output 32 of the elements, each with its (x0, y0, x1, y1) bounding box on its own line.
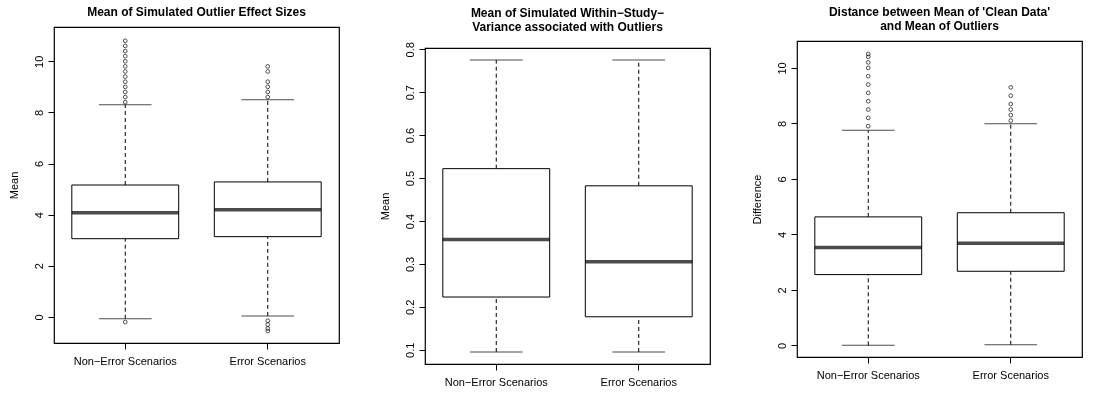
y-tick-label: 0.3 (403, 256, 416, 273)
y-tick-label: 0 (32, 314, 45, 321)
y-tick-label: 2 (32, 263, 45, 270)
y-tick-label: 0.8 (403, 42, 416, 58)
x-tick-label: Non−Error Scenarios (444, 375, 549, 388)
y-tick-label: 4 (775, 231, 788, 238)
y-tick-label: 0.5 (403, 170, 416, 187)
y-tick-label: 2 (775, 287, 788, 294)
y-tick-label: 6 (32, 160, 45, 168)
x-tick-label: Error Scenarios (600, 375, 678, 388)
y-axis-title: Mean (378, 192, 391, 221)
x-tick-label: Error Scenarios (229, 354, 307, 367)
y-tick-label: 0 (775, 342, 788, 349)
chart-title: Mean of Simulated Outlier Effect Sizes (87, 5, 307, 19)
y-tick-label: 10 (775, 62, 788, 75)
y-tick-label: 0.2 (403, 299, 416, 316)
y-axis-title: Mean (7, 171, 20, 200)
y-axis-title: Difference (750, 174, 763, 225)
y-tick-label: 6 (775, 176, 788, 183)
y-tick-label: 8 (775, 120, 788, 127)
y-tick-label: 0.7 (403, 85, 416, 101)
y-tick-label: 10 (32, 55, 45, 68)
x-tick-label: Non−Error Scenarios (73, 354, 178, 367)
y-tick-label: 8 (32, 109, 45, 116)
y-tick-label: 0.1 (403, 342, 416, 358)
chart-title: Distance between Mean of 'Clean Data' and Mean of Outliers (828, 5, 1051, 33)
y-tick-label: 0.4 (403, 213, 416, 230)
chart-title: Mean of Simulated Within−Study− Variance associated with Outliers (470, 5, 665, 34)
y-tick-label: 0.6 (403, 128, 416, 144)
y-tick-label: 4 (32, 212, 45, 219)
x-tick-label: Error Scenarios (972, 368, 1050, 381)
x-tick-label: Non−Error Scenarios (816, 368, 921, 381)
